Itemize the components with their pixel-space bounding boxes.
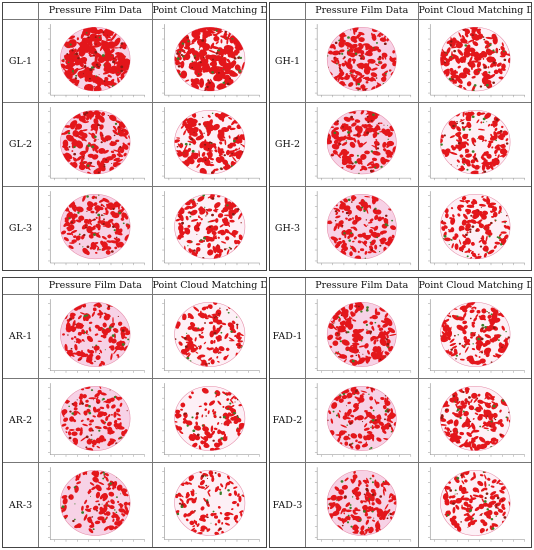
contact-pattern-image — [427, 24, 525, 98]
contact-pattern-image — [161, 190, 260, 265]
pressure-film-plot — [39, 379, 153, 463]
point-cloud-plot — [418, 379, 531, 463]
contact-pattern-image — [48, 467, 145, 542]
row-label: GL-3 — [3, 186, 39, 270]
contact-pattern-image — [48, 383, 145, 457]
row-label: GH-3 — [270, 186, 306, 270]
contact-pattern-image — [161, 467, 260, 542]
contact-pattern-image — [48, 24, 145, 98]
contact-pattern-image — [48, 190, 145, 265]
point-cloud-plot — [153, 187, 267, 270]
contact-pattern-image — [314, 383, 412, 457]
panel-fad: Pressure Film Data Point Cloud Matching … — [269, 277, 532, 548]
pressure-film-plot — [39, 463, 153, 547]
pressure-film-plot — [306, 463, 419, 547]
results-grid: Pressure Film Data Point Cloud Matching … — [270, 3, 531, 270]
contact-pattern-image — [427, 383, 525, 457]
row-label: GL-1 — [3, 20, 39, 104]
row-label: AR-2 — [3, 379, 39, 463]
header-point-cloud: Point Cloud Matching Data — [418, 3, 531, 20]
pressure-film-plot — [306, 186, 419, 270]
corner-cell — [3, 278, 39, 295]
contact-pattern-image — [427, 190, 525, 265]
pressure-film-plot — [306, 103, 419, 187]
contact-pattern-image — [161, 24, 260, 98]
panel-gl: Pressure Film Data Point Cloud Matching … — [2, 2, 267, 271]
point-cloud-plot — [152, 295, 266, 379]
point-cloud-plot — [153, 463, 267, 547]
contact-pattern-image — [161, 299, 260, 373]
row-label: FAD-3 — [270, 463, 306, 547]
contact-pattern-image — [314, 107, 412, 181]
point-cloud-plot — [418, 295, 531, 379]
point-cloud-plot — [152, 20, 266, 104]
row-label: AR-3 — [3, 463, 39, 547]
point-cloud-plot — [418, 20, 531, 104]
contact-pattern-image — [48, 107, 145, 181]
results-grid: Pressure Film Data Point Cloud Matching … — [3, 3, 266, 270]
contact-pattern-image — [48, 299, 145, 373]
pressure-film-plot — [306, 20, 419, 104]
corner-cell — [3, 3, 39, 20]
contact-pattern-image — [314, 24, 412, 98]
contact-pattern-image — [314, 467, 412, 542]
contact-pattern-image — [314, 190, 412, 265]
header-point-cloud: Point Cloud Matching Data — [418, 278, 531, 295]
pressure-film-plot — [39, 186, 153, 270]
pressure-film-plot — [39, 103, 153, 187]
point-cloud-plot — [419, 187, 532, 270]
contact-pattern-image — [314, 299, 412, 373]
contact-pattern-image — [427, 107, 525, 181]
row-label: GH-2 — [270, 103, 306, 187]
row-label: FAD-1 — [270, 295, 306, 379]
corner-cell — [270, 3, 306, 20]
panel-gh: Pressure Film Data Point Cloud Matching … — [269, 2, 532, 271]
panel-ar: Pressure Film Data Point Cloud Matching … — [2, 277, 267, 548]
row-label: FAD-2 — [270, 379, 306, 463]
point-cloud-plot — [418, 103, 531, 187]
contact-pattern-image — [427, 467, 525, 542]
header-pressure-film: Pressure Film Data — [39, 3, 153, 20]
point-cloud-plot — [152, 103, 266, 187]
point-cloud-plot — [419, 463, 532, 547]
pressure-film-plot — [306, 379, 419, 463]
pressure-film-plot — [39, 295, 153, 379]
pressure-film-plot — [39, 20, 153, 104]
contact-pattern-image — [427, 299, 525, 373]
contact-pattern-image — [161, 107, 260, 181]
corner-cell — [270, 278, 306, 295]
header-pressure-film: Pressure Film Data — [39, 278, 153, 295]
pressure-film-plot — [306, 295, 419, 379]
results-grid: Pressure Film Data Point Cloud Matching … — [3, 278, 266, 547]
point-cloud-plot — [152, 379, 266, 463]
header-point-cloud: Point Cloud Matching Data — [152, 278, 266, 295]
row-label: GL-2 — [3, 103, 39, 187]
results-grid: Pressure Film Data Point Cloud Matching … — [270, 278, 531, 547]
header-point-cloud: Point Cloud Matching Data — [152, 3, 266, 20]
row-label: GH-1 — [270, 20, 306, 104]
header-pressure-film: Pressure Film Data — [306, 278, 419, 295]
contact-pattern-image — [161, 383, 260, 457]
header-pressure-film: Pressure Film Data — [306, 3, 419, 20]
row-label: AR-1 — [3, 295, 39, 379]
